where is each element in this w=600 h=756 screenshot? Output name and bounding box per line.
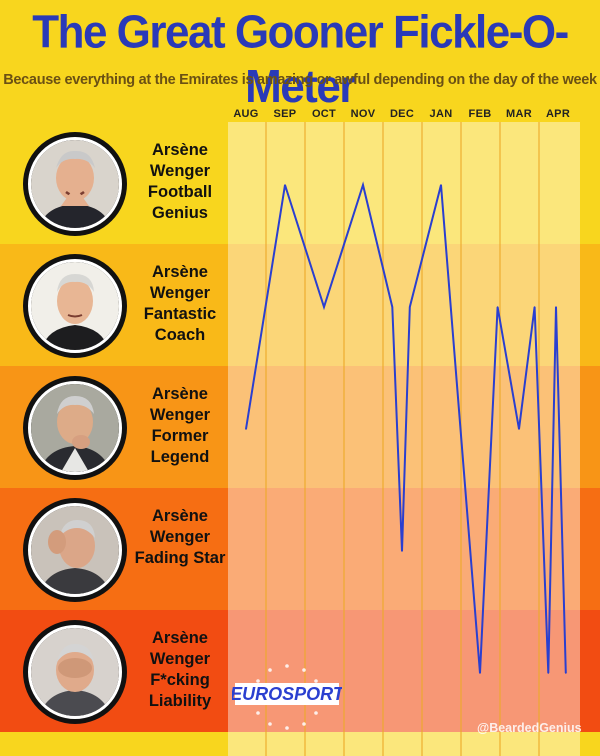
level-label-fantastic-coach: Arsène Wenger Fantastic Coach (143, 263, 217, 344)
plot-area (228, 122, 580, 756)
wenger-portrait-legend (23, 376, 127, 480)
page-subtitle: Because everything at the Emirates is am… (3, 72, 597, 88)
data-point-11 (533, 306, 536, 308)
level-label-former-legend: Arsène Wenger Former Legend (149, 385, 211, 466)
face-facepalm-icon (31, 628, 119, 716)
data-point-14 (565, 672, 567, 674)
gridline (264, 122, 267, 756)
wenger-portrait-fading-photo (28, 503, 122, 597)
data-point-1 (284, 184, 286, 186)
data-point-2 (323, 306, 325, 308)
eurosport-logo: EUROSPORT (230, 662, 346, 732)
month-label-oct: OCT (311, 108, 337, 120)
gridline (342, 122, 345, 756)
data-point-5 (401, 550, 403, 552)
data-point-3 (362, 184, 364, 186)
eurosport-logo-icon: EUROSPORT (230, 664, 346, 730)
level-label-fading-star: Arsène Wenger Fading Star (134, 507, 226, 567)
gridline (381, 122, 384, 756)
wenger-portrait-genius-photo (28, 137, 122, 231)
month-label-feb: FEB (468, 108, 492, 120)
month-label-dec: DEC (389, 108, 415, 120)
data-point-0 (245, 428, 247, 430)
level-label-liability: Arsène Wenger F*cking Liability (148, 629, 212, 710)
level-label-football-genius: Arsène Wenger Football Genius (147, 141, 213, 222)
gridline (303, 122, 306, 756)
data-point-12 (547, 672, 550, 674)
data-point-8 (479, 672, 481, 674)
wenger-portrait-legend-photo (28, 381, 122, 475)
wenger-portrait-liability-photo (28, 625, 122, 719)
month-label-apr: APR (545, 108, 571, 120)
data-point-4 (391, 306, 394, 308)
wenger-portrait-liability (23, 620, 127, 724)
fickle-series-line (245, 181, 567, 674)
face-worried-icon (31, 506, 119, 594)
wenger-portrait-coach (23, 254, 127, 358)
month-label-mar: MAR (506, 108, 532, 120)
data-point-10 (518, 428, 520, 430)
gridline (420, 122, 423, 756)
month-label-sep: SEP (273, 108, 297, 120)
wenger-portrait-genius (23, 132, 127, 236)
data-point-13 (555, 306, 557, 308)
gridline (537, 122, 540, 756)
gridline (498, 122, 501, 756)
eurosport-logo-text: EUROSPORT (232, 684, 342, 704)
data-point-6 (409, 306, 411, 308)
face-neutral-icon (31, 262, 119, 350)
wenger-portrait-coach-photo (28, 259, 122, 353)
data-point-7 (440, 184, 442, 186)
wenger-portrait-fading (23, 498, 127, 602)
data-point-9 (496, 306, 499, 308)
month-label-nov: NOV (350, 108, 376, 120)
month-label-jan: JAN (429, 108, 453, 120)
face-thinking-icon (31, 384, 119, 472)
author-credit: @BeardedGenius (477, 721, 582, 735)
page-title: The Great Gooner Fickle-O-Meter (32, 6, 569, 113)
month-label-aug: AUG (233, 108, 259, 120)
face-smiling-icon (31, 140, 119, 228)
